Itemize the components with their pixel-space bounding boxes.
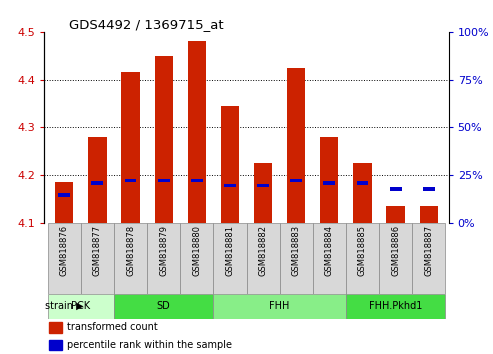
FancyBboxPatch shape (114, 223, 147, 294)
Bar (387, 206, 405, 223)
Bar (320, 137, 339, 223)
Bar (58, 193, 70, 197)
Bar (121, 73, 140, 223)
Text: PCK: PCK (71, 301, 90, 311)
Text: GSM818886: GSM818886 (391, 225, 400, 276)
FancyBboxPatch shape (346, 223, 379, 294)
Bar (92, 182, 104, 185)
Bar (257, 184, 269, 187)
Bar (125, 179, 137, 182)
Text: FHH.Pkhd1: FHH.Pkhd1 (369, 301, 423, 311)
Bar (323, 182, 335, 185)
FancyBboxPatch shape (213, 294, 346, 319)
FancyBboxPatch shape (213, 223, 246, 294)
FancyBboxPatch shape (346, 294, 445, 319)
Bar (49, 340, 62, 350)
Text: GSM818882: GSM818882 (258, 225, 268, 276)
Bar (49, 322, 62, 333)
Text: strain ▶: strain ▶ (45, 301, 84, 311)
Bar (188, 41, 206, 223)
Text: transformed count: transformed count (67, 322, 157, 332)
FancyBboxPatch shape (147, 223, 180, 294)
Bar (191, 179, 203, 182)
Bar (224, 184, 236, 187)
Text: GSM818877: GSM818877 (93, 225, 102, 276)
Text: GSM818881: GSM818881 (225, 225, 235, 276)
FancyBboxPatch shape (180, 223, 213, 294)
Text: GSM818876: GSM818876 (60, 225, 69, 276)
Bar (221, 106, 239, 223)
Bar (55, 182, 73, 223)
Bar (88, 137, 106, 223)
Text: GSM818878: GSM818878 (126, 225, 135, 276)
Text: percentile rank within the sample: percentile rank within the sample (67, 340, 232, 350)
FancyBboxPatch shape (48, 294, 114, 319)
Text: GSM818887: GSM818887 (424, 225, 433, 276)
Text: GSM818880: GSM818880 (192, 225, 201, 276)
FancyBboxPatch shape (379, 223, 412, 294)
Bar (353, 163, 372, 223)
FancyBboxPatch shape (246, 223, 280, 294)
Bar (389, 187, 401, 190)
FancyBboxPatch shape (412, 223, 445, 294)
FancyBboxPatch shape (280, 223, 313, 294)
Bar (254, 163, 272, 223)
Text: GSM818879: GSM818879 (159, 225, 168, 276)
Bar (423, 187, 435, 190)
Text: GSM818884: GSM818884 (325, 225, 334, 276)
FancyBboxPatch shape (313, 223, 346, 294)
FancyBboxPatch shape (114, 294, 213, 319)
FancyBboxPatch shape (48, 223, 81, 294)
Text: FHH: FHH (270, 301, 290, 311)
Text: GDS4492 / 1369715_at: GDS4492 / 1369715_at (69, 18, 223, 31)
Bar (287, 68, 305, 223)
Bar (154, 56, 173, 223)
Text: GSM818883: GSM818883 (292, 225, 301, 276)
FancyBboxPatch shape (81, 223, 114, 294)
Bar (420, 206, 438, 223)
Bar (356, 182, 368, 185)
Text: GSM818885: GSM818885 (358, 225, 367, 276)
Text: SD: SD (157, 301, 171, 311)
Bar (158, 179, 170, 182)
Bar (290, 179, 302, 182)
